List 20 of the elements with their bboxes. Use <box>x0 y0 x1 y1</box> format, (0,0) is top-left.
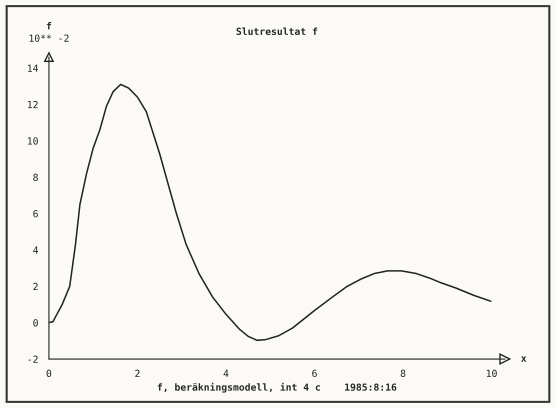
y-axis-title: f <box>46 22 52 30</box>
y-tick-label: 2 <box>33 282 38 290</box>
y-tick-label: -2 <box>28 356 38 363</box>
x-tick-label: 10 <box>486 370 497 378</box>
chart-title: Slutresultat f <box>236 28 318 36</box>
x-tick-label: 2 <box>135 370 140 377</box>
text: f, beräkningsmodell, int 4 c 1985:8:16 <box>158 382 396 393</box>
x-tick-label: 0 <box>46 370 52 378</box>
y-tick-label: 0 <box>33 319 38 327</box>
y-tick-label: 6 <box>33 210 38 218</box>
x-tick-label: 8 <box>400 370 406 378</box>
text: 10** -2 <box>30 34 69 42</box>
x-tick-label: 6 <box>312 370 317 378</box>
y-tick-label: 8 <box>33 174 38 182</box>
y-tick-label: 4 <box>33 246 38 254</box>
x-axis-title: x <box>521 356 526 362</box>
y-tick-label: 10 <box>28 137 38 145</box>
y-tick-label: 12 <box>28 100 38 108</box>
y-tick-label: 14 <box>28 64 38 72</box>
x-tick-label: 4 <box>224 370 228 377</box>
